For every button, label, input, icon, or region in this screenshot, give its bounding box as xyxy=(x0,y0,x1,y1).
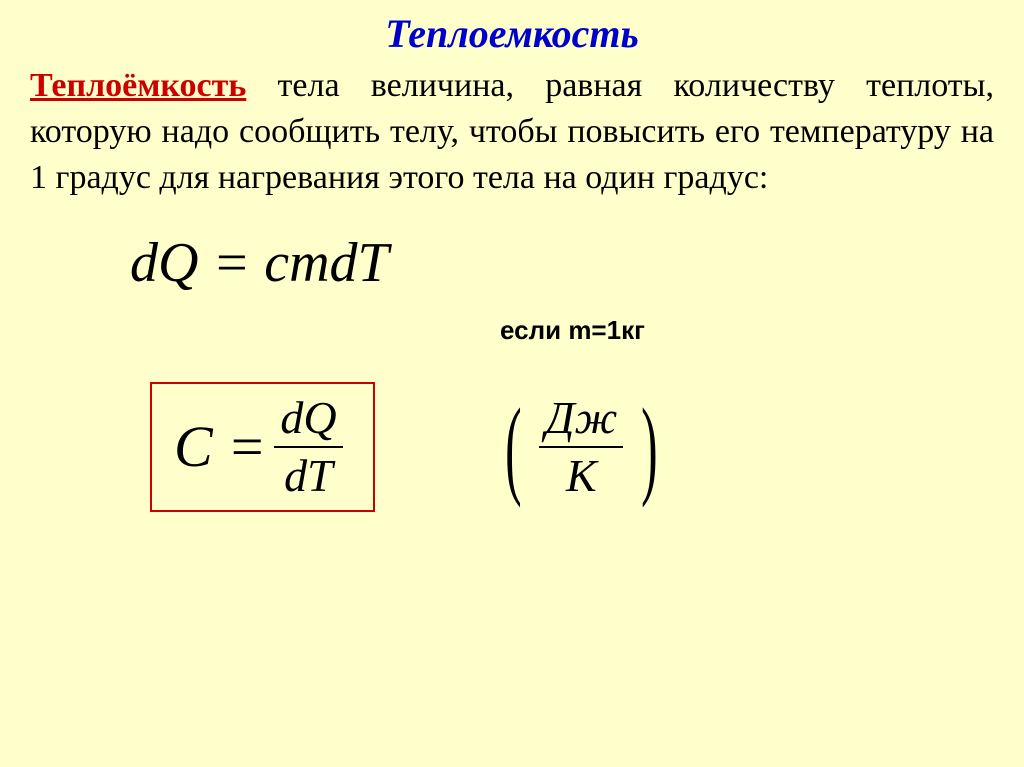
equation-capacity: C = dQ dT xyxy=(174,394,351,501)
equation-heat: dQ = cmdT xyxy=(130,231,994,295)
equation-capacity-box: C = dQ dT xyxy=(150,382,375,513)
paren-right-icon: ) xyxy=(641,403,657,491)
condition-prefix: если xyxy=(500,315,568,345)
condition-expr: m=1кг xyxy=(568,315,645,345)
capacity-denominator: dT xyxy=(278,452,339,500)
units-expression: ( Дж К ) xyxy=(495,394,668,501)
slide-title: Теплоемкость xyxy=(30,10,994,57)
units-denominator: К xyxy=(560,452,603,500)
fraction-bar-icon xyxy=(274,446,342,448)
condition-text: если m=1кг xyxy=(500,315,994,346)
units-fraction: Дж К xyxy=(539,394,623,501)
bottom-equation-row: C = dQ dT ( Дж К ) xyxy=(30,382,994,513)
capacity-fraction: dQ dT xyxy=(274,394,342,501)
capacity-numerator: dQ xyxy=(274,394,342,442)
paren-left-icon: ( xyxy=(505,403,521,491)
fraction-bar-icon xyxy=(539,446,623,448)
definition-paragraph: Теплоёмкость тела величина, равная колич… xyxy=(30,63,994,201)
definition-term: Теплоёмкость xyxy=(30,67,246,104)
units-numerator: Дж xyxy=(539,394,623,442)
capacity-lhs: C = xyxy=(174,413,266,480)
